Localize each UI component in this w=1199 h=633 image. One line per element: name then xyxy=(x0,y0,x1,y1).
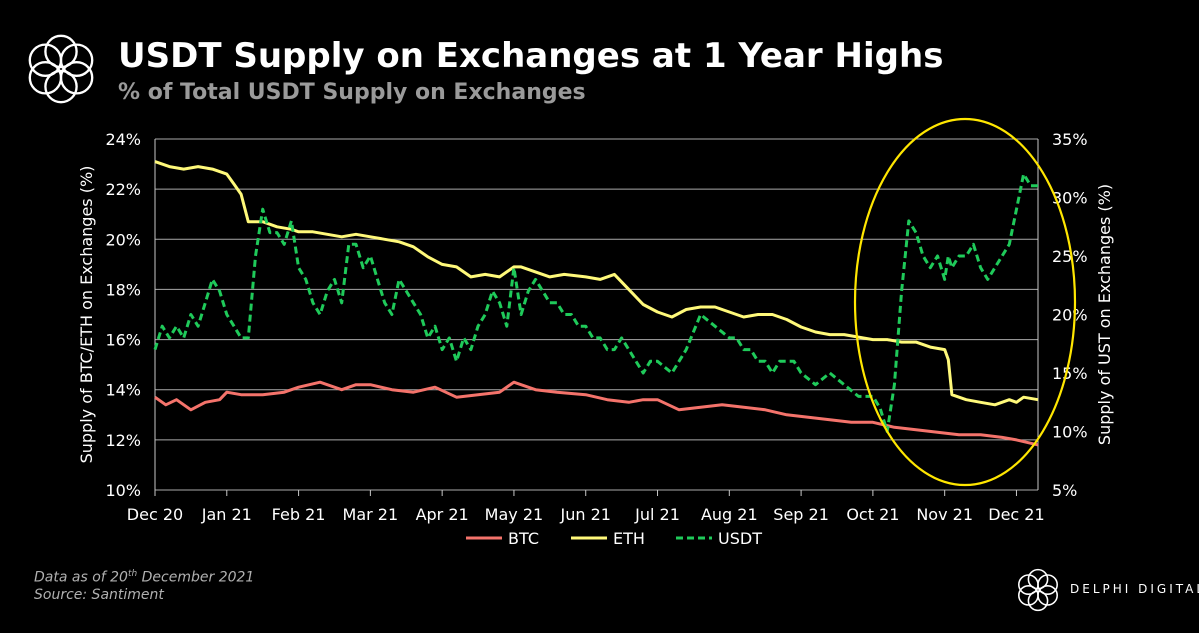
y-left-tick-label: 10% xyxy=(105,481,141,500)
x-tick-label: May 21 xyxy=(485,505,544,524)
chart-subtitle: % of Total USDT Supply on Exchanges xyxy=(118,80,586,105)
y-left-tick-label: 16% xyxy=(105,331,141,350)
x-tick-label: Nov 21 xyxy=(916,505,973,524)
y-right-tick-label: 15% xyxy=(1052,364,1088,383)
x-tick-label: Apr 21 xyxy=(416,505,469,524)
x-tick-label: Aug 21 xyxy=(701,505,758,524)
y-right-tick-label: 25% xyxy=(1052,247,1088,266)
x-tick-label: Feb 21 xyxy=(272,505,326,524)
y-left-tick-label: 18% xyxy=(105,280,141,299)
data-date-note: Data as of 20th December 2021 xyxy=(34,569,255,586)
x-tick-label: Sep 21 xyxy=(773,505,829,524)
x-tick-label: Oct 21 xyxy=(846,505,899,524)
highlight-ellipse xyxy=(853,117,1077,487)
chart-title: USDT Supply on Exchanges at 1 Year Highs xyxy=(118,36,944,76)
y-left-tick-label: 22% xyxy=(105,180,141,199)
y-left-tick-label: 20% xyxy=(105,230,141,249)
source-note: Source: Santiment xyxy=(34,587,164,603)
legend-label-eth: ETH xyxy=(613,529,645,548)
series-line-btc xyxy=(154,380,1039,447)
y-right-tick-label: 10% xyxy=(1052,423,1088,442)
y-right-tick-label: 30% xyxy=(1052,189,1088,208)
y-left-tick-label: 24% xyxy=(105,130,141,149)
legend-label-usdt: USDT xyxy=(718,529,762,548)
x-tick-label: Jul 21 xyxy=(634,505,680,524)
x-tick-label: Dec 21 xyxy=(988,505,1044,524)
delphi-digital-logo-icon xyxy=(28,34,94,104)
y-right-tick-label: 5% xyxy=(1052,481,1077,500)
x-tick-label: Dec 20 xyxy=(127,505,183,524)
series-line-eth xyxy=(154,160,1039,407)
x-tick-label: Mar 21 xyxy=(343,505,399,524)
legend-label-btc: BTC xyxy=(508,529,539,548)
y-left-axis-title: Supply of BTC/ETH on Exchanges (%) xyxy=(77,166,96,464)
brand-name: DELPHI DIGITAL xyxy=(1070,582,1199,596)
x-tick-label: Jan 21 xyxy=(201,505,252,524)
y-left-tick-label: 12% xyxy=(105,431,141,450)
y-right-axis-title: Supply of UST on Exchanges (%) xyxy=(1095,184,1114,445)
brand-logo-icon xyxy=(1018,568,1058,612)
y-right-tick-label: 35% xyxy=(1052,130,1088,149)
series-line-usdt xyxy=(153,172,1038,433)
y-left-tick-label: 14% xyxy=(105,381,141,400)
x-tick-label: Jun 21 xyxy=(560,505,611,524)
y-right-tick-label: 20% xyxy=(1052,306,1088,325)
